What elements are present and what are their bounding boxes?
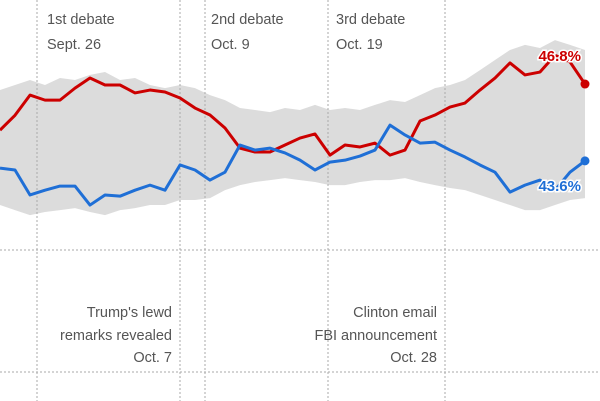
annotation: Oct. 9 — [211, 37, 250, 53]
series-line — [0, 53, 587, 157]
uncertainty-band — [0, 40, 585, 216]
guides — [0, 249, 600, 373]
annotation: 3rd debate — [336, 12, 405, 28]
annotation: Oct. 28 — [390, 350, 437, 366]
annotation: Oct. 7 — [133, 350, 172, 366]
end-label: 46.8% — [538, 48, 581, 65]
annotation: remarks revealed — [60, 328, 172, 344]
annotation: Oct. 19 — [336, 37, 383, 53]
end-label: 43.6% — [538, 178, 581, 195]
series-line — [0, 123, 586, 207]
annotation: Sept. 26 — [47, 37, 101, 53]
annotation: FBI announcement — [314, 328, 437, 344]
end-dot — [580, 79, 590, 89]
annotation: Clinton email — [353, 305, 437, 321]
annotation: 1st debate — [47, 12, 115, 28]
end-dot — [580, 156, 590, 166]
annotation: Trump's lewd — [87, 305, 172, 321]
annotation: 2nd debate — [211, 12, 284, 28]
